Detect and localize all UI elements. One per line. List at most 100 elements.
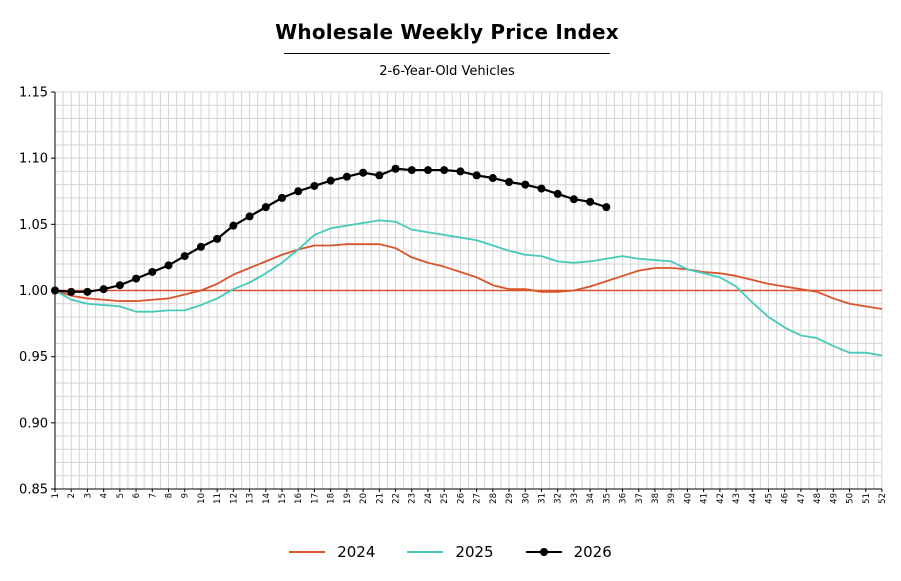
x-tick-label: 15 xyxy=(278,493,288,504)
x-tick-label: 4 xyxy=(100,493,110,498)
y-tick-label: 0.85 xyxy=(19,483,48,498)
legend-item-2026: 2026 xyxy=(525,543,612,561)
data-point-2026 xyxy=(391,164,400,173)
data-point-2026 xyxy=(359,168,368,177)
series-layer xyxy=(51,164,883,357)
legend-label: 2024 xyxy=(337,543,376,561)
data-point-2026 xyxy=(245,212,254,221)
x-tick-label: 46 xyxy=(781,493,791,504)
x-tick-label: 9 xyxy=(181,493,191,498)
x-tick-label: 37 xyxy=(635,493,645,504)
x-tick-label: 27 xyxy=(473,493,483,504)
data-point-2026 xyxy=(67,287,76,296)
data-point-2026 xyxy=(180,252,189,261)
x-tick-label: 26 xyxy=(456,493,466,504)
x-tick-label: 38 xyxy=(651,493,661,504)
x-tick-label: 13 xyxy=(246,493,256,504)
legend-item-2025: 2025 xyxy=(407,543,494,561)
x-tick-label: 24 xyxy=(424,493,434,504)
data-point-2026 xyxy=(602,203,611,212)
x-tick-label: 47 xyxy=(797,493,807,504)
x-tick-label: 23 xyxy=(408,493,418,504)
x-tick-label: 8 xyxy=(165,493,175,498)
x-tick-label: 52 xyxy=(878,493,888,504)
series-line-2025 xyxy=(54,219,883,357)
x-tick-label: 43 xyxy=(732,493,742,504)
data-point-2026 xyxy=(115,281,124,290)
x-tick-label: 7 xyxy=(148,493,158,498)
chart-title: Wholesale Weekly Price Index xyxy=(275,20,619,44)
data-point-2026 xyxy=(310,181,319,190)
data-point-2026 xyxy=(99,285,108,294)
x-tick-label: 42 xyxy=(716,493,726,504)
y-tick-label: 0.90 xyxy=(19,416,48,431)
data-point-2026 xyxy=(278,193,287,202)
data-point-2026 xyxy=(456,167,465,176)
data-point-2026 xyxy=(213,234,222,243)
x-tick-label: 25 xyxy=(440,493,450,504)
legend-item-2024: 2024 xyxy=(289,543,375,561)
x-tick-label: 50 xyxy=(846,493,856,504)
x-tick-label: 5 xyxy=(116,493,126,498)
data-point-2026 xyxy=(375,171,384,180)
x-tick-label: 49 xyxy=(829,493,839,504)
x-tick-label: 6 xyxy=(132,493,142,498)
data-point-2026 xyxy=(569,195,578,204)
legend-swatch xyxy=(289,550,326,554)
legend: 2024 2025 2026 xyxy=(0,541,901,563)
x-tick-label: 29 xyxy=(505,493,515,504)
x-tick-label: 22 xyxy=(392,493,402,504)
y-tick-label: 1.15 xyxy=(19,86,48,101)
x-tick-label: 21 xyxy=(375,493,385,504)
x-tick-label: 19 xyxy=(343,493,353,504)
x-tick-label: 1 xyxy=(51,493,61,498)
x-tick-label: 44 xyxy=(748,493,758,504)
title-underline xyxy=(284,53,610,54)
x-tick-label: 34 xyxy=(586,493,596,504)
data-point-2026 xyxy=(505,177,514,186)
x-tick-label: 16 xyxy=(294,493,304,504)
data-point-2026 xyxy=(553,189,562,198)
x-tick-label: 35 xyxy=(602,493,612,504)
data-point-2026 xyxy=(196,242,205,251)
x-tick-label: 40 xyxy=(683,493,693,504)
series-line-2024 xyxy=(54,243,883,310)
x-tick-label: 20 xyxy=(359,493,369,504)
data-point-2026 xyxy=(488,174,497,183)
legend-swatch xyxy=(525,547,562,556)
axes: 0.850.900.951.001.051.101.151 2 3 4 5 6 7 8 9 10 1… xyxy=(19,86,888,504)
data-point-2026 xyxy=(148,267,157,276)
x-tick-label: 12 xyxy=(229,493,239,504)
legend-swatch xyxy=(407,550,444,554)
x-tick-label: 3 xyxy=(83,493,93,498)
chart-plot: 0.850.900.951.001.051.101.151 2 3 4 5 6 7 8 9 10 1… xyxy=(19,86,888,504)
x-tick-label: 28 xyxy=(489,493,499,504)
x-tick-label: 11 xyxy=(213,493,223,504)
x-tick-label: 17 xyxy=(310,493,320,504)
x-tick-label: 36 xyxy=(619,493,629,504)
data-point-2026 xyxy=(407,166,416,175)
data-point-2026 xyxy=(537,184,546,193)
x-tick-label: 31 xyxy=(537,493,547,504)
x-tick-label: 18 xyxy=(327,493,337,504)
legend-label: 2025 xyxy=(455,543,494,561)
y-tick-label: 0.95 xyxy=(19,350,48,365)
data-point-2026 xyxy=(294,187,303,196)
x-tick-label: 33 xyxy=(570,493,580,504)
x-tick-label: 14 xyxy=(262,493,272,504)
data-point-2026 xyxy=(164,261,173,270)
y-tick-label: 1.05 xyxy=(19,218,48,233)
x-tick-label: 41 xyxy=(700,493,710,504)
legend-label: 2026 xyxy=(573,543,612,561)
data-point-2026 xyxy=(423,166,432,175)
x-tick-label: 10 xyxy=(197,493,207,504)
data-point-2026 xyxy=(132,274,141,283)
data-point-2026 xyxy=(261,203,270,212)
x-tick-label: 51 xyxy=(862,493,872,504)
x-tick-label: 2 xyxy=(67,493,77,498)
x-tick-label: 32 xyxy=(554,493,564,504)
data-point-2026 xyxy=(229,221,238,230)
data-point-2026 xyxy=(83,287,92,296)
legend-marker xyxy=(539,547,548,556)
x-tick-label: 30 xyxy=(521,493,531,504)
